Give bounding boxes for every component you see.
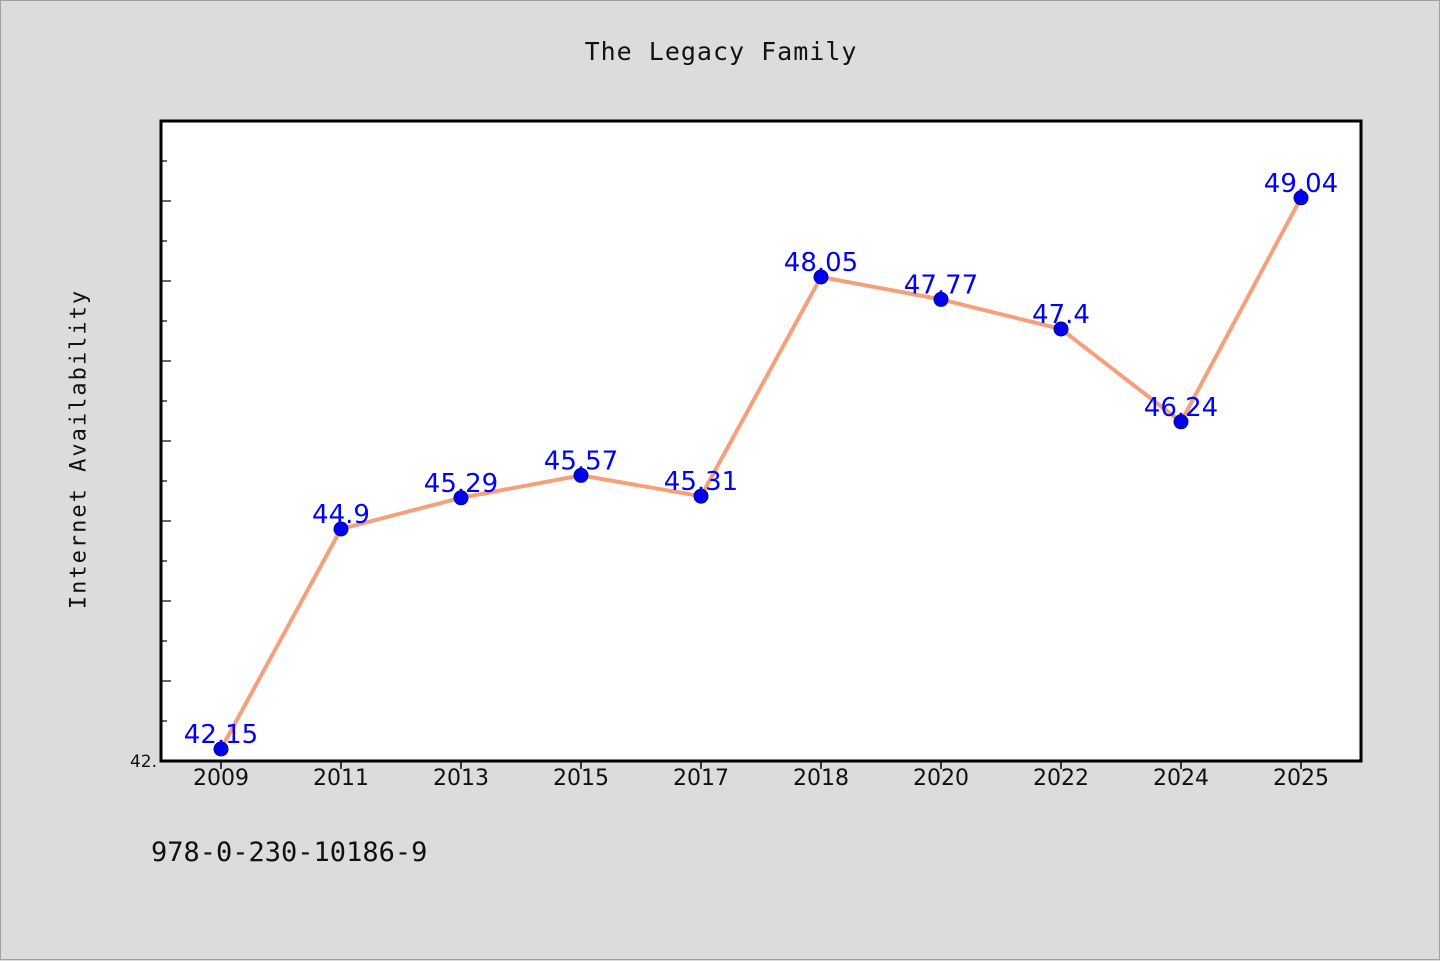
data-label: 49.04 <box>1264 169 1338 199</box>
data-label: 47.4 <box>1032 300 1090 330</box>
data-point <box>933 291 949 307</box>
x-tick-label: 2025 <box>1273 766 1329 791</box>
data-label: 45.31 <box>664 467 738 497</box>
x-axis-ticks: 2009 2011 2013 2015 2017 2018 2020 2022 2024 2025 <box>193 761 1329 791</box>
data-label: 44.9 <box>312 500 370 530</box>
x-tick-label: 2017 <box>673 766 729 791</box>
y-tick-label: 42. <box>130 752 157 772</box>
data-point <box>1053 321 1069 337</box>
data-point <box>813 269 829 285</box>
data-point <box>213 741 229 757</box>
plot-area <box>159 119 1363 763</box>
data-point <box>1293 190 1309 206</box>
data-label: 48.05 <box>784 248 858 278</box>
series-line <box>219 196 1303 750</box>
data-point <box>333 521 349 537</box>
data-label: 47.77 <box>904 270 978 300</box>
data-label: 42.15 <box>184 720 258 750</box>
x-tick-label: 2013 <box>433 766 489 791</box>
x-tick-label: 2018 <box>793 766 849 791</box>
x-tick-label: 2024 <box>1153 766 1209 791</box>
x-tick-label: 2015 <box>553 766 609 791</box>
data-label: 45.29 <box>424 469 498 499</box>
y-axis-ticks: 42. <box>130 120 171 772</box>
x-tick-label: 2022 <box>1033 766 1089 791</box>
data-point <box>1173 414 1189 430</box>
x-tick-label: 2009 <box>193 766 249 791</box>
data-label: 46.24 <box>1144 393 1218 423</box>
footer-code: 978-0-230-10186-9 <box>151 837 428 868</box>
data-point <box>453 490 469 506</box>
chart-title: The Legacy Family <box>584 37 858 66</box>
x-tick-label: 2020 <box>913 766 969 791</box>
series-layer: 42.15 44.9 45.29 45.57 45.31 48.05 47.77 47.4 46… <box>184 169 1338 757</box>
data-point <box>573 467 589 483</box>
x-tick-label: 2011 <box>313 766 369 791</box>
data-label: 45.57 <box>544 446 618 476</box>
data-point <box>693 488 709 504</box>
